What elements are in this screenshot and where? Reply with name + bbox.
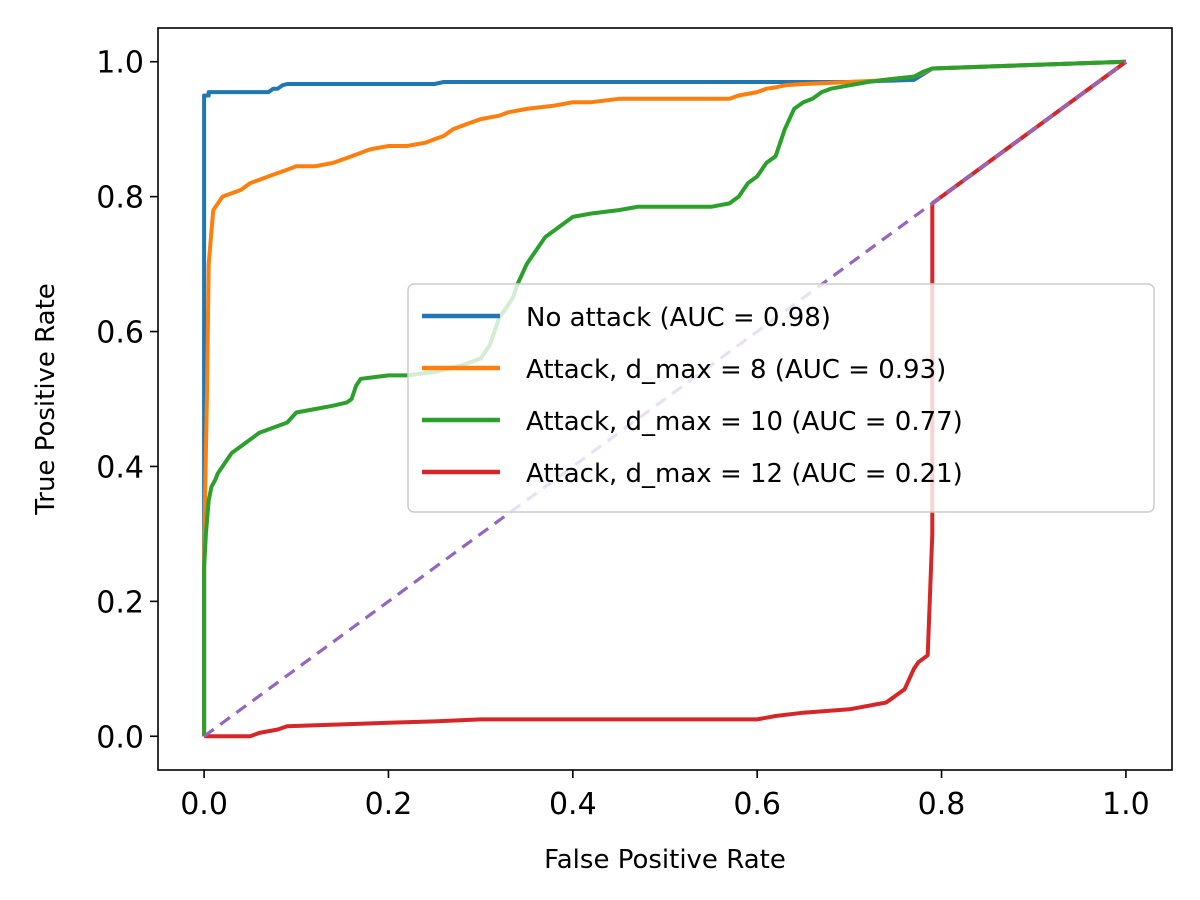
x-tick-label: 0.6 [733,787,781,822]
y-tick-label: 0.8 [96,181,144,216]
y-tick-label: 0.6 [96,316,144,351]
ticks-group: 0.0 0.2 0.4 0.6 0.8 1.0 0.0 0.2 0.4 0.6 0.8 1.0 [96,46,1149,822]
legend-box [407,283,1155,513]
legend-label-1: No attack (AUC = 0.98) [526,303,831,333]
x-tick-label: 1.0 [1102,787,1150,822]
y-tick-label: 1.0 [96,46,144,81]
legend-label-4: Attack, d_max = 12 (AUC = 0.21) [526,459,963,489]
legend-label-2: Attack, d_max = 8 (AUC = 0.93) [526,355,946,385]
series-line-4 [204,60,1128,739]
x-tick-label: 0.4 [549,787,597,822]
series-line-2 [202,59,1126,737]
y-tick-label: 0.0 [96,720,144,755]
legend-label-3: Attack, d_max = 10 (AUC = 0.77) [526,407,963,437]
y-tick-label: 0.2 [96,585,144,620]
legend: No attack (AUC = 0.98) Attack, d_max = 8 … [407,283,1155,513]
plot-frame [157,27,1173,771]
x-tick-label: 0.0 [180,787,228,822]
y-axis-label: True Positive Rate [31,283,61,516]
x-tick-label: 0.2 [365,787,413,822]
x-axis-label: False Positive Rate [544,845,786,875]
x-tick-label: 0.8 [918,787,966,822]
y-tick-label: 0.4 [96,450,144,485]
